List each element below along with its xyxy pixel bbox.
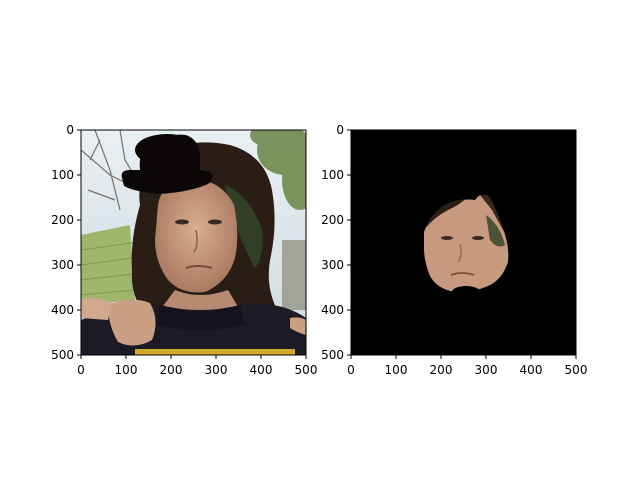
left-panel-frame — [80, 129, 307, 356]
right-y-tick-label-2: 200 — [321, 213, 344, 227]
right-x-tick-label-5: 500 — [565, 363, 588, 377]
left-y-tick-label-1: 100 — [51, 168, 74, 182]
left-y-tick-label-0: 0 — [66, 123, 74, 137]
left-x-tick-label-3: 300 — [205, 363, 228, 377]
right-y-tick-label-0: 0 — [336, 123, 344, 137]
left-y-tick-label-3: 300 — [51, 258, 74, 272]
right-x-tick-label-3: 300 — [475, 363, 498, 377]
right-y-tick-label-4: 400 — [321, 303, 344, 317]
right-y-tick-label-5: 500 — [321, 348, 344, 362]
left-y-tick-label-5: 500 — [51, 348, 74, 362]
right-panel-frame — [350, 129, 577, 356]
right-x-tick-label-2: 200 — [430, 363, 453, 377]
right-y-tick-label-3: 300 — [321, 258, 344, 272]
left-x-tick-label-4: 400 — [250, 363, 273, 377]
right-y-tick-label-1: 100 — [321, 168, 344, 182]
mask-hole — [452, 286, 480, 298]
left-x-tick-label-2: 200 — [160, 363, 183, 377]
right-x-tick-label-4: 400 — [520, 363, 543, 377]
left-x-tick-label-5: 500 — [295, 363, 318, 377]
right-panel-masked-face — [424, 195, 509, 292]
left-x-tick-label-1: 100 — [115, 363, 138, 377]
left-x-tick-label-0: 0 — [77, 363, 85, 377]
right-x-tick-label-1: 100 — [385, 363, 408, 377]
right-x-tick-label-0: 0 — [347, 363, 355, 377]
left-panel-image — [81, 130, 306, 355]
left-y-tick-label-2: 200 — [51, 213, 74, 227]
left-y-tick-label-4: 400 — [51, 303, 74, 317]
